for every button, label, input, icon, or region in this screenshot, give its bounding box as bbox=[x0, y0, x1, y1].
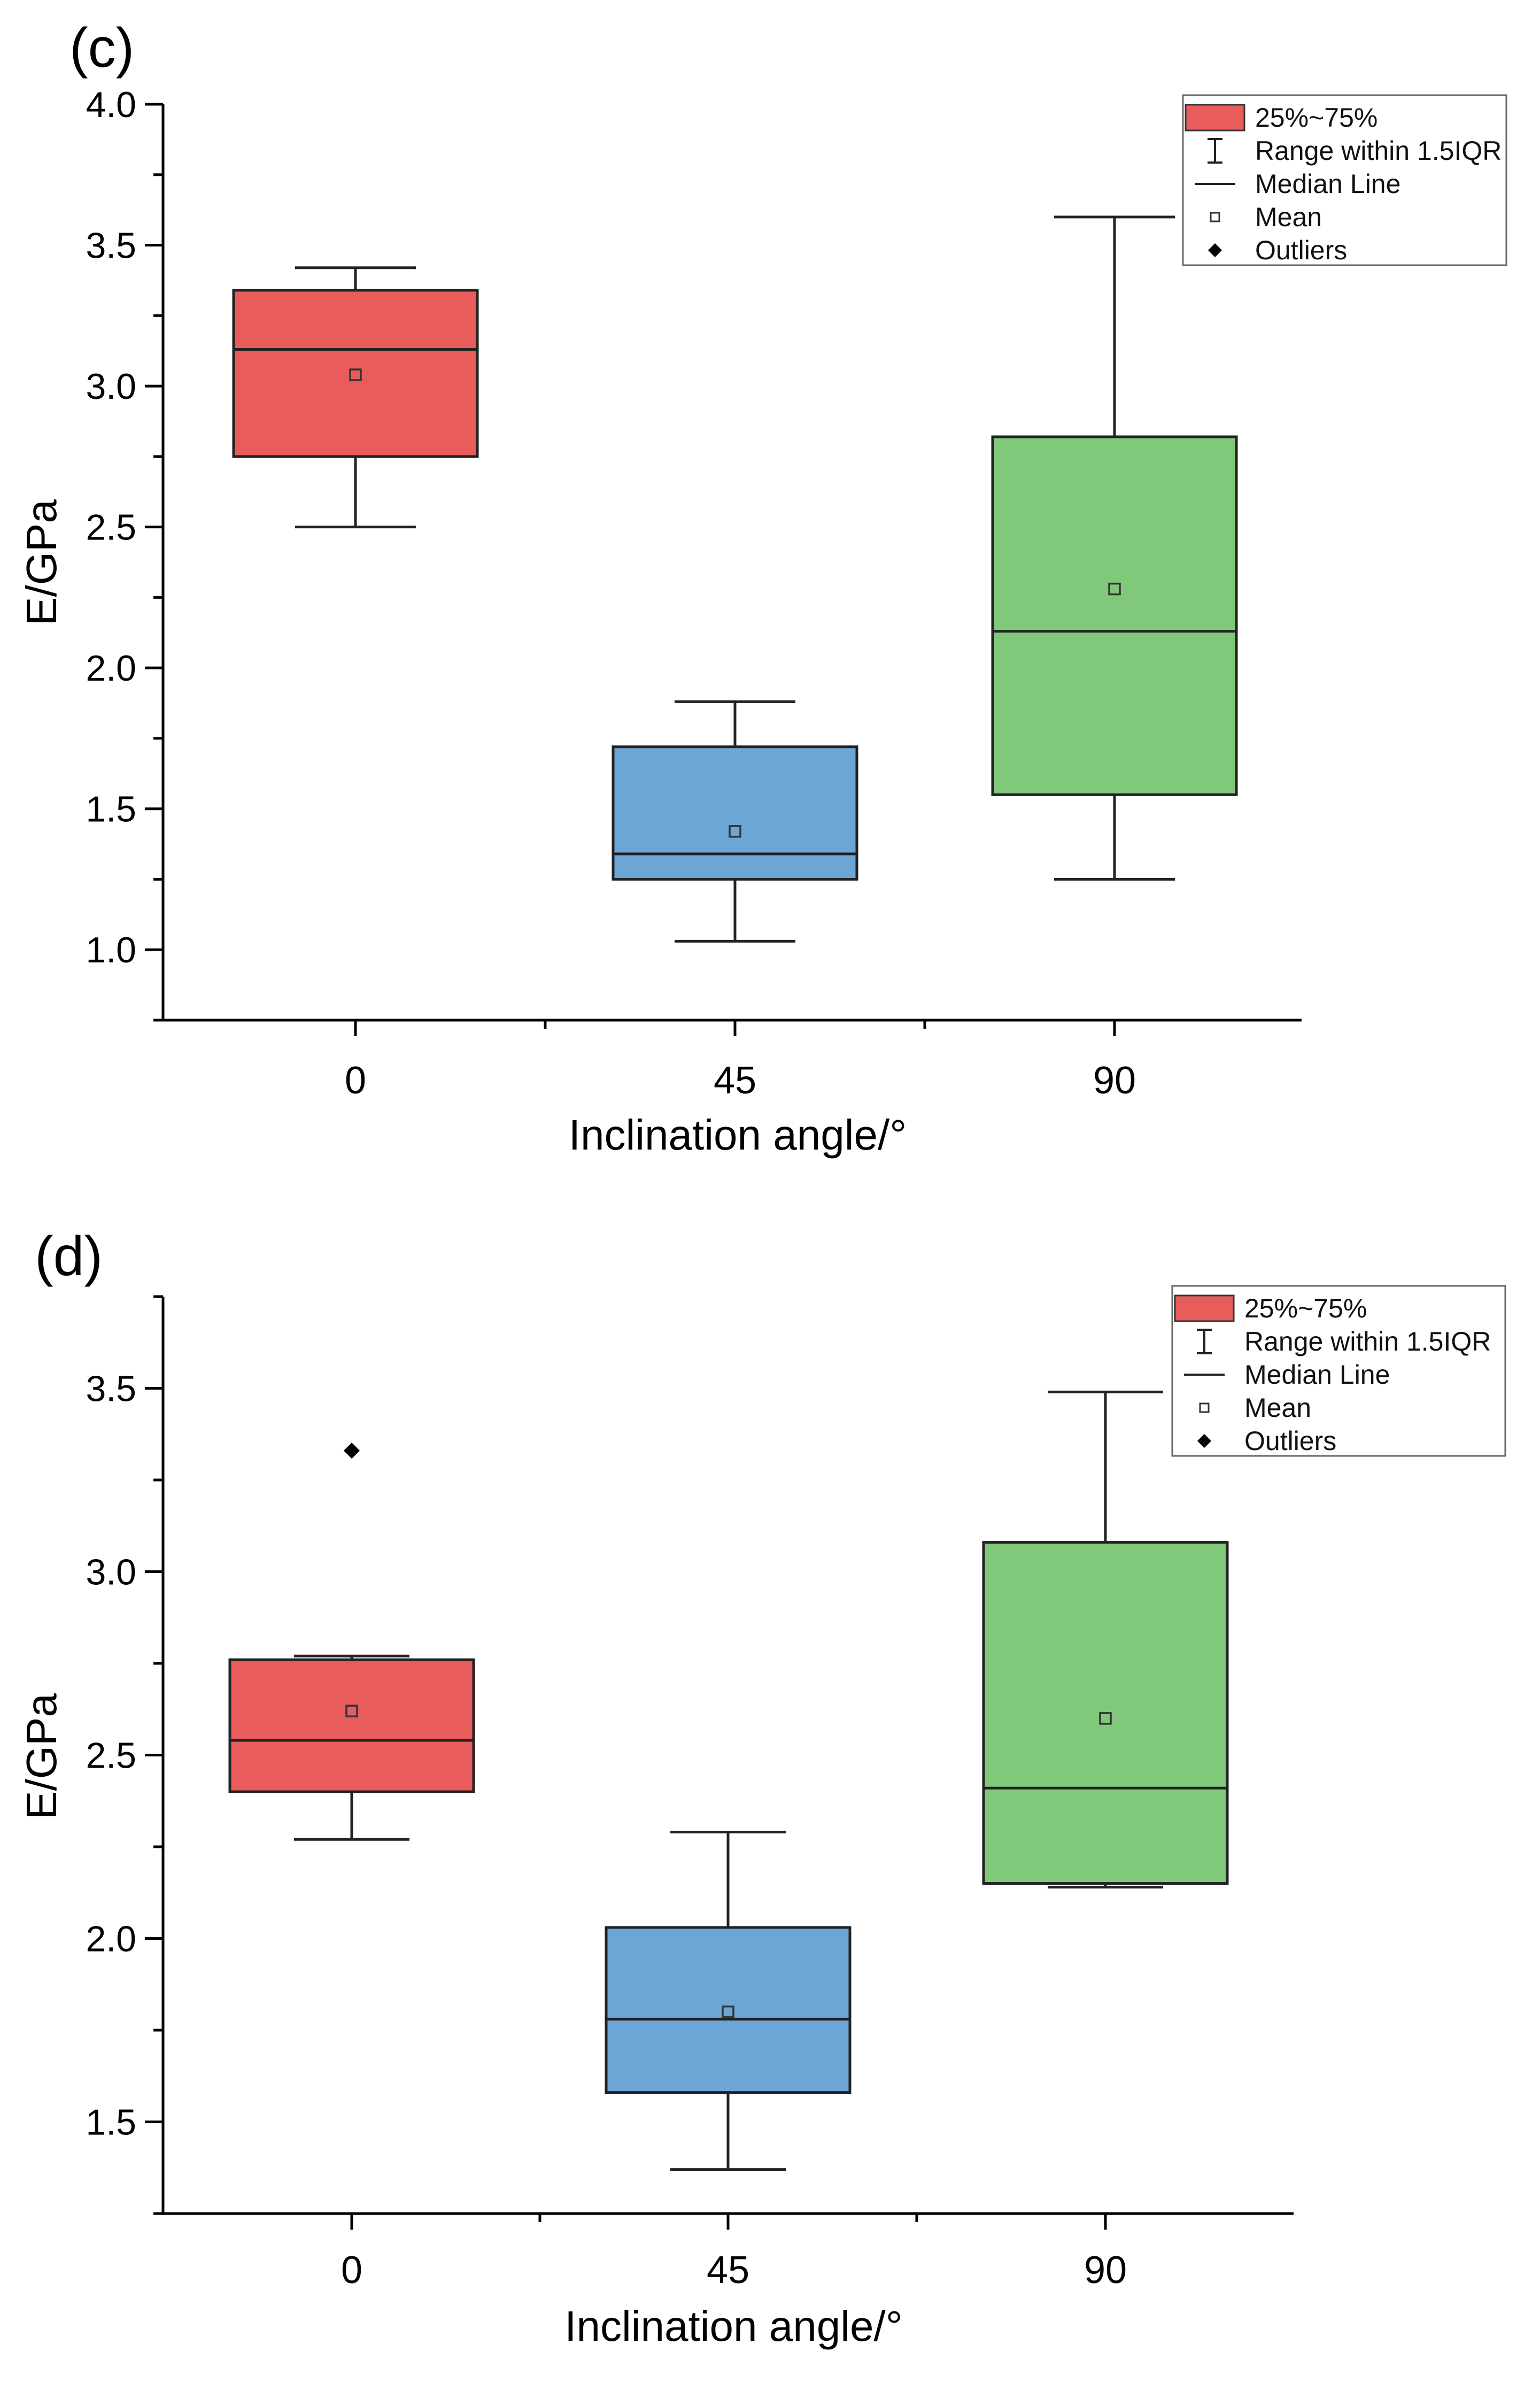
outlier-diamond-icon bbox=[1197, 1434, 1211, 1448]
iqr-box bbox=[228, 1658, 475, 1793]
y-tick-label: 2.0 bbox=[86, 1919, 136, 1960]
legend-item-median: Median Line bbox=[1184, 1360, 1390, 1390]
y-tick-label: 1.5 bbox=[86, 2102, 136, 2143]
legend-item-mean: Mean bbox=[1199, 1393, 1311, 1423]
legend-label: Median Line bbox=[1255, 169, 1400, 199]
legend-label: Mean bbox=[1255, 202, 1322, 232]
y-tick-label: 1.5 bbox=[86, 789, 136, 830]
legend-label: 25%~75% bbox=[1244, 1293, 1367, 1323]
legend-item-median: Median Line bbox=[1195, 169, 1400, 199]
chart-panel-c: (c) 1.0 1.5 2.0 2.5 3.0 3.5 4.0 0 45 90 E/GPa Inclin… bbox=[18, 17, 1507, 1159]
x-tick-label: 45 bbox=[707, 2249, 749, 2292]
box-group-45 bbox=[612, 700, 858, 943]
mean-square-icon bbox=[1199, 1402, 1210, 1413]
legend-label: Median Line bbox=[1244, 1360, 1390, 1390]
box-group-90 bbox=[982, 1390, 1229, 1888]
y-axis-title: E/GPa bbox=[18, 499, 65, 626]
range-bar-icon bbox=[1197, 1329, 1212, 1354]
iqr-box bbox=[991, 435, 1238, 796]
legend-item-range: Range within 1.5IQR bbox=[1208, 136, 1502, 166]
x-tick-label: 0 bbox=[345, 1059, 366, 1102]
y-tick-label: 3.0 bbox=[86, 366, 136, 407]
legend-label: Outliers bbox=[1255, 235, 1347, 265]
x-tick-label: 90 bbox=[1084, 2249, 1127, 2292]
x-tick-label: 0 bbox=[341, 2249, 362, 2292]
box-group-0 bbox=[232, 266, 479, 529]
x-tick-label: 45 bbox=[714, 1059, 756, 1102]
y-tick-label: 3.0 bbox=[86, 1552, 136, 1593]
iqr-box bbox=[232, 289, 479, 458]
box-group-0 bbox=[228, 1443, 475, 1841]
x-axis-title: Inclination angle/° bbox=[564, 2302, 902, 2350]
outlier-diamond-icon bbox=[1208, 243, 1222, 257]
range-bar-icon bbox=[1208, 138, 1222, 164]
y-tick-label: 4.0 bbox=[86, 84, 136, 125]
legend: 25%~75% Range within 1.5IQR Median LineMea… bbox=[1171, 1285, 1506, 1457]
legend-item-outlier: Outliers bbox=[1208, 235, 1347, 265]
x-tick-label: 90 bbox=[1093, 1059, 1136, 1102]
legend-label: 25%~75% bbox=[1255, 103, 1378, 133]
box-swatch-icon bbox=[1185, 104, 1245, 132]
legend-item-outlier: Outliers bbox=[1197, 1426, 1336, 1456]
y-tick-label: 3.5 bbox=[86, 1369, 136, 1409]
panel-label: (c) bbox=[69, 17, 134, 79]
legend-item-mean: Mean bbox=[1210, 202, 1322, 232]
mean-marker bbox=[349, 368, 362, 381]
legend-label: Range within 1.5IQR bbox=[1244, 1327, 1491, 1356]
legend-item-box: 25%~75% bbox=[1185, 103, 1378, 133]
mean-marker bbox=[1108, 582, 1121, 596]
mean-marker bbox=[722, 2005, 734, 2018]
legend-item-box: 25%~75% bbox=[1174, 1293, 1367, 1323]
box-swatch-icon bbox=[1174, 1294, 1235, 1322]
legend-label: Outliers bbox=[1244, 1426, 1336, 1456]
box-group-90 bbox=[991, 215, 1238, 881]
iqr-box bbox=[605, 1926, 852, 2094]
x-axis-title: Inclination angle/° bbox=[569, 1111, 907, 1159]
y-tick-label: 3.5 bbox=[86, 226, 136, 266]
box-group-45 bbox=[605, 1831, 852, 2171]
legend-item-range: Range within 1.5IQR bbox=[1197, 1327, 1491, 1356]
y-tick-label: 2.5 bbox=[86, 507, 136, 548]
y-axis-title: E/GPa bbox=[18, 1693, 65, 1820]
iqr-box bbox=[612, 745, 858, 881]
panel-label: (d) bbox=[35, 1225, 103, 1287]
y-tick-label: 2.0 bbox=[86, 648, 136, 689]
legend-label: Mean bbox=[1244, 1393, 1311, 1423]
mean-marker bbox=[345, 1705, 358, 1717]
mean-square-icon bbox=[1210, 212, 1220, 222]
chart-panel-d: (d) 1.5 2.0 2.5 3.0 3.5 0 45 90 E/GPa Inclination … bbox=[18, 1225, 1506, 2350]
mean-marker bbox=[1099, 1712, 1112, 1725]
outlier-marker bbox=[344, 1443, 360, 1459]
mean-marker bbox=[729, 825, 741, 838]
legend-label: Range within 1.5IQR bbox=[1255, 136, 1502, 166]
y-tick-label: 2.5 bbox=[86, 1736, 136, 1776]
y-tick-label: 1.0 bbox=[86, 930, 136, 970]
